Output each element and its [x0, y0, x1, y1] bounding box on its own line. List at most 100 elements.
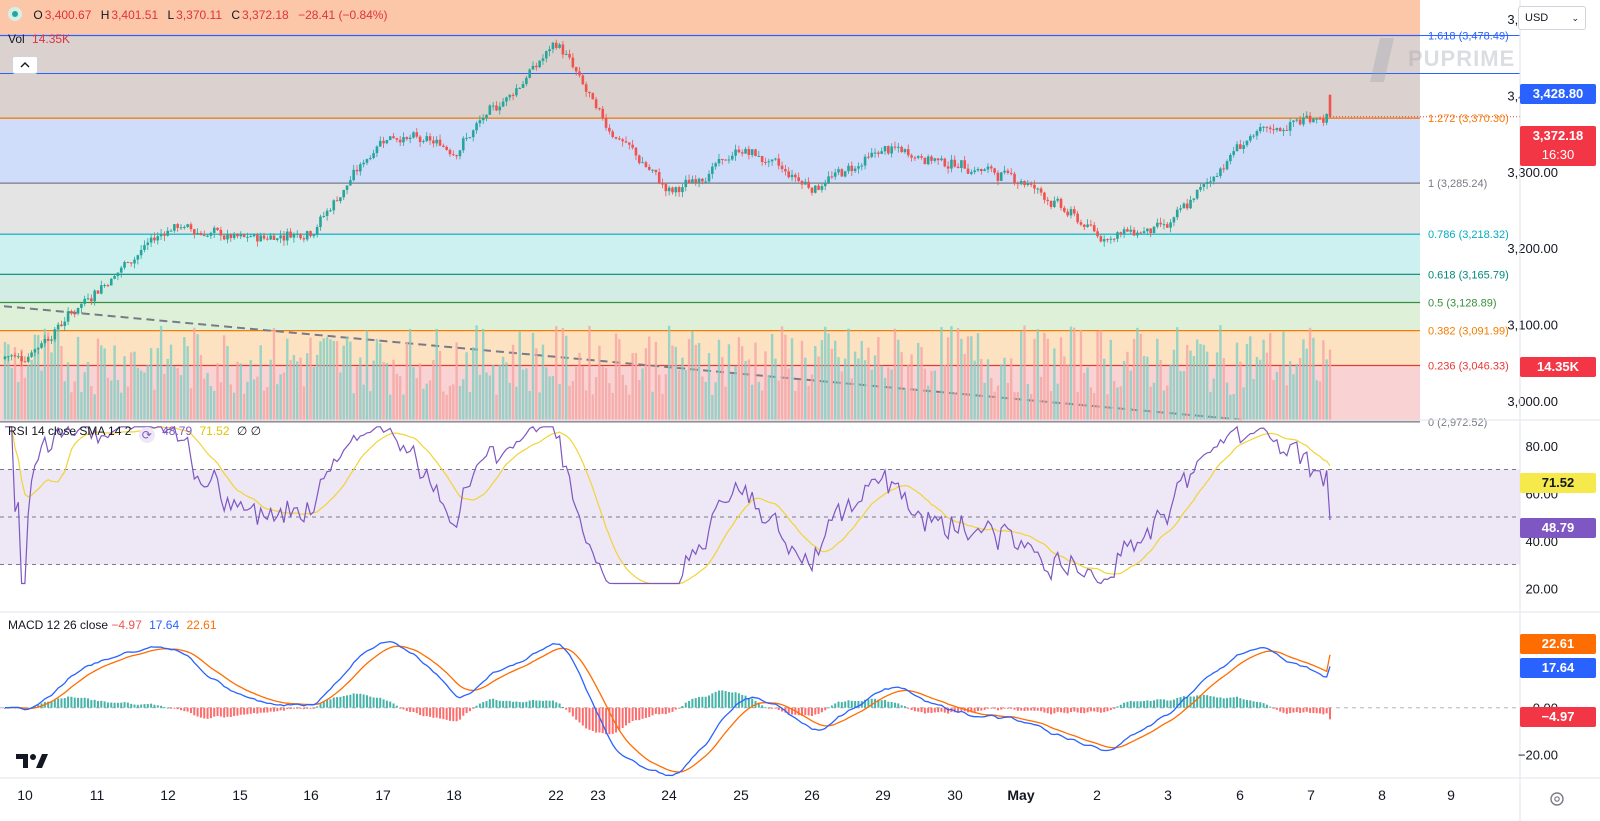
- candle-body: [923, 157, 927, 165]
- macd-hist-bar: [199, 707, 202, 718]
- macd-hist-bar: [299, 707, 302, 709]
- macd-hist-bar: [1086, 707, 1089, 713]
- candle-body: [498, 106, 502, 111]
- macd-hist-bar: [412, 707, 415, 712]
- candle-body: [950, 159, 953, 169]
- candle-body: [863, 156, 867, 166]
- candle-body: [262, 235, 266, 239]
- macd-hist-bar: [1096, 707, 1099, 712]
- candle-body: [1126, 229, 1129, 232]
- candle-body: [717, 158, 721, 164]
- volume-bar: [641, 368, 644, 420]
- volume-bar: [93, 394, 96, 420]
- candle-body: [96, 290, 100, 294]
- change-value: −28.41 (−0.84%): [298, 8, 388, 22]
- volume-bar: [315, 354, 319, 420]
- volume-bar: [1136, 327, 1139, 420]
- macd-hist-bar: [289, 707, 292, 710]
- macd-hist-bar: [302, 707, 305, 710]
- volume-bar: [143, 372, 146, 420]
- volume-bar: [946, 337, 950, 420]
- volume-bar: [800, 340, 804, 420]
- volume-bar: [731, 373, 734, 420]
- volume-bar: [657, 374, 661, 420]
- macd-hist-bar: [1083, 707, 1086, 714]
- collapse-legend-button[interactable]: [12, 56, 38, 74]
- candle-body: [1069, 209, 1073, 216]
- macd-hist-bar: [120, 702, 123, 708]
- refresh-icon[interactable]: ⟳: [138, 427, 155, 443]
- candle-body: [1278, 128, 1282, 132]
- candle-body: [850, 165, 854, 172]
- candle-body: [767, 161, 771, 163]
- candle-body: [196, 232, 199, 235]
- volume-bar: [179, 375, 183, 420]
- rsi-legend[interactable]: RSI 14 close SMA 14 2 ⟳ 48.79 71.52 ∅ ∅: [8, 424, 261, 443]
- candle-body: [764, 162, 767, 164]
- volume-bar: [565, 335, 568, 420]
- macd-hist-bar: [359, 693, 362, 708]
- candle-body: [209, 232, 213, 236]
- candle-body: [133, 259, 136, 264]
- volume-bar: [292, 355, 296, 420]
- volume-bar: [222, 335, 226, 420]
- volume-bar: [1242, 387, 1245, 420]
- volume-legend[interactable]: Vol 14.35K: [8, 32, 70, 46]
- macd-hist-bar: [903, 706, 906, 708]
- macd-hist-bar: [259, 707, 262, 713]
- volume-bar: [631, 353, 634, 420]
- currency-select[interactable]: USD ⌄: [1518, 6, 1586, 30]
- macd-hist-bar: [346, 695, 349, 708]
- macd-hist-bar: [781, 707, 784, 712]
- volume-bar: [3, 342, 7, 420]
- candle-body: [1315, 118, 1319, 120]
- candle-body: [750, 149, 754, 155]
- gear-icon[interactable]: [1548, 790, 1566, 808]
- candle-body: [744, 148, 747, 154]
- candle-body: [588, 91, 591, 94]
- volume-bar: [880, 365, 883, 420]
- volume-bar: [707, 352, 711, 420]
- candle-body: [143, 245, 146, 250]
- macd-hist-bar: [1325, 707, 1328, 714]
- candle-body: [246, 236, 249, 238]
- candle-body: [817, 185, 820, 190]
- macd-hist-bar: [100, 700, 103, 708]
- candle-body: [1209, 181, 1212, 183]
- macd-hist-bar: [880, 700, 883, 708]
- market-status-icon[interactable]: [8, 7, 22, 21]
- volume-bar: [189, 388, 193, 420]
- macd-hist-bar: [810, 707, 813, 717]
- volume-bar: [1295, 364, 1298, 420]
- time-axis-tick: 3: [1164, 787, 1172, 803]
- candle-body: [282, 235, 286, 241]
- volume-bar: [312, 367, 316, 420]
- candle-body: [179, 227, 183, 229]
- volume-bar: [1328, 349, 1332, 420]
- candle-body: [106, 285, 110, 287]
- macd-legend[interactable]: MACD 12 26 close −4.97 17.64 22.61: [8, 618, 217, 632]
- macd-hist-bar: [342, 695, 345, 708]
- platform-logo-icon[interactable]: [16, 752, 50, 775]
- macd-hist-bar: [1315, 707, 1318, 714]
- macd-hist-bar: [246, 707, 249, 715]
- candle-body: [508, 95, 512, 98]
- candle-body: [651, 169, 654, 171]
- volume-bar: [1039, 376, 1043, 420]
- volume-bar: [604, 367, 608, 420]
- volume-bar: [1229, 394, 1232, 420]
- candle-body: [70, 311, 73, 314]
- volume-bar: [392, 359, 395, 420]
- macd-hist-bar: [893, 702, 896, 708]
- volume-bar: [33, 334, 37, 420]
- volume-bar: [774, 358, 777, 420]
- fib-band: [0, 234, 1420, 275]
- volume-bar: [458, 385, 462, 420]
- candle-body: [1328, 94, 1332, 117]
- candle-body: [740, 152, 744, 154]
- volume-bar: [73, 381, 76, 420]
- candle-body: [109, 278, 113, 286]
- candle-body: [222, 235, 226, 240]
